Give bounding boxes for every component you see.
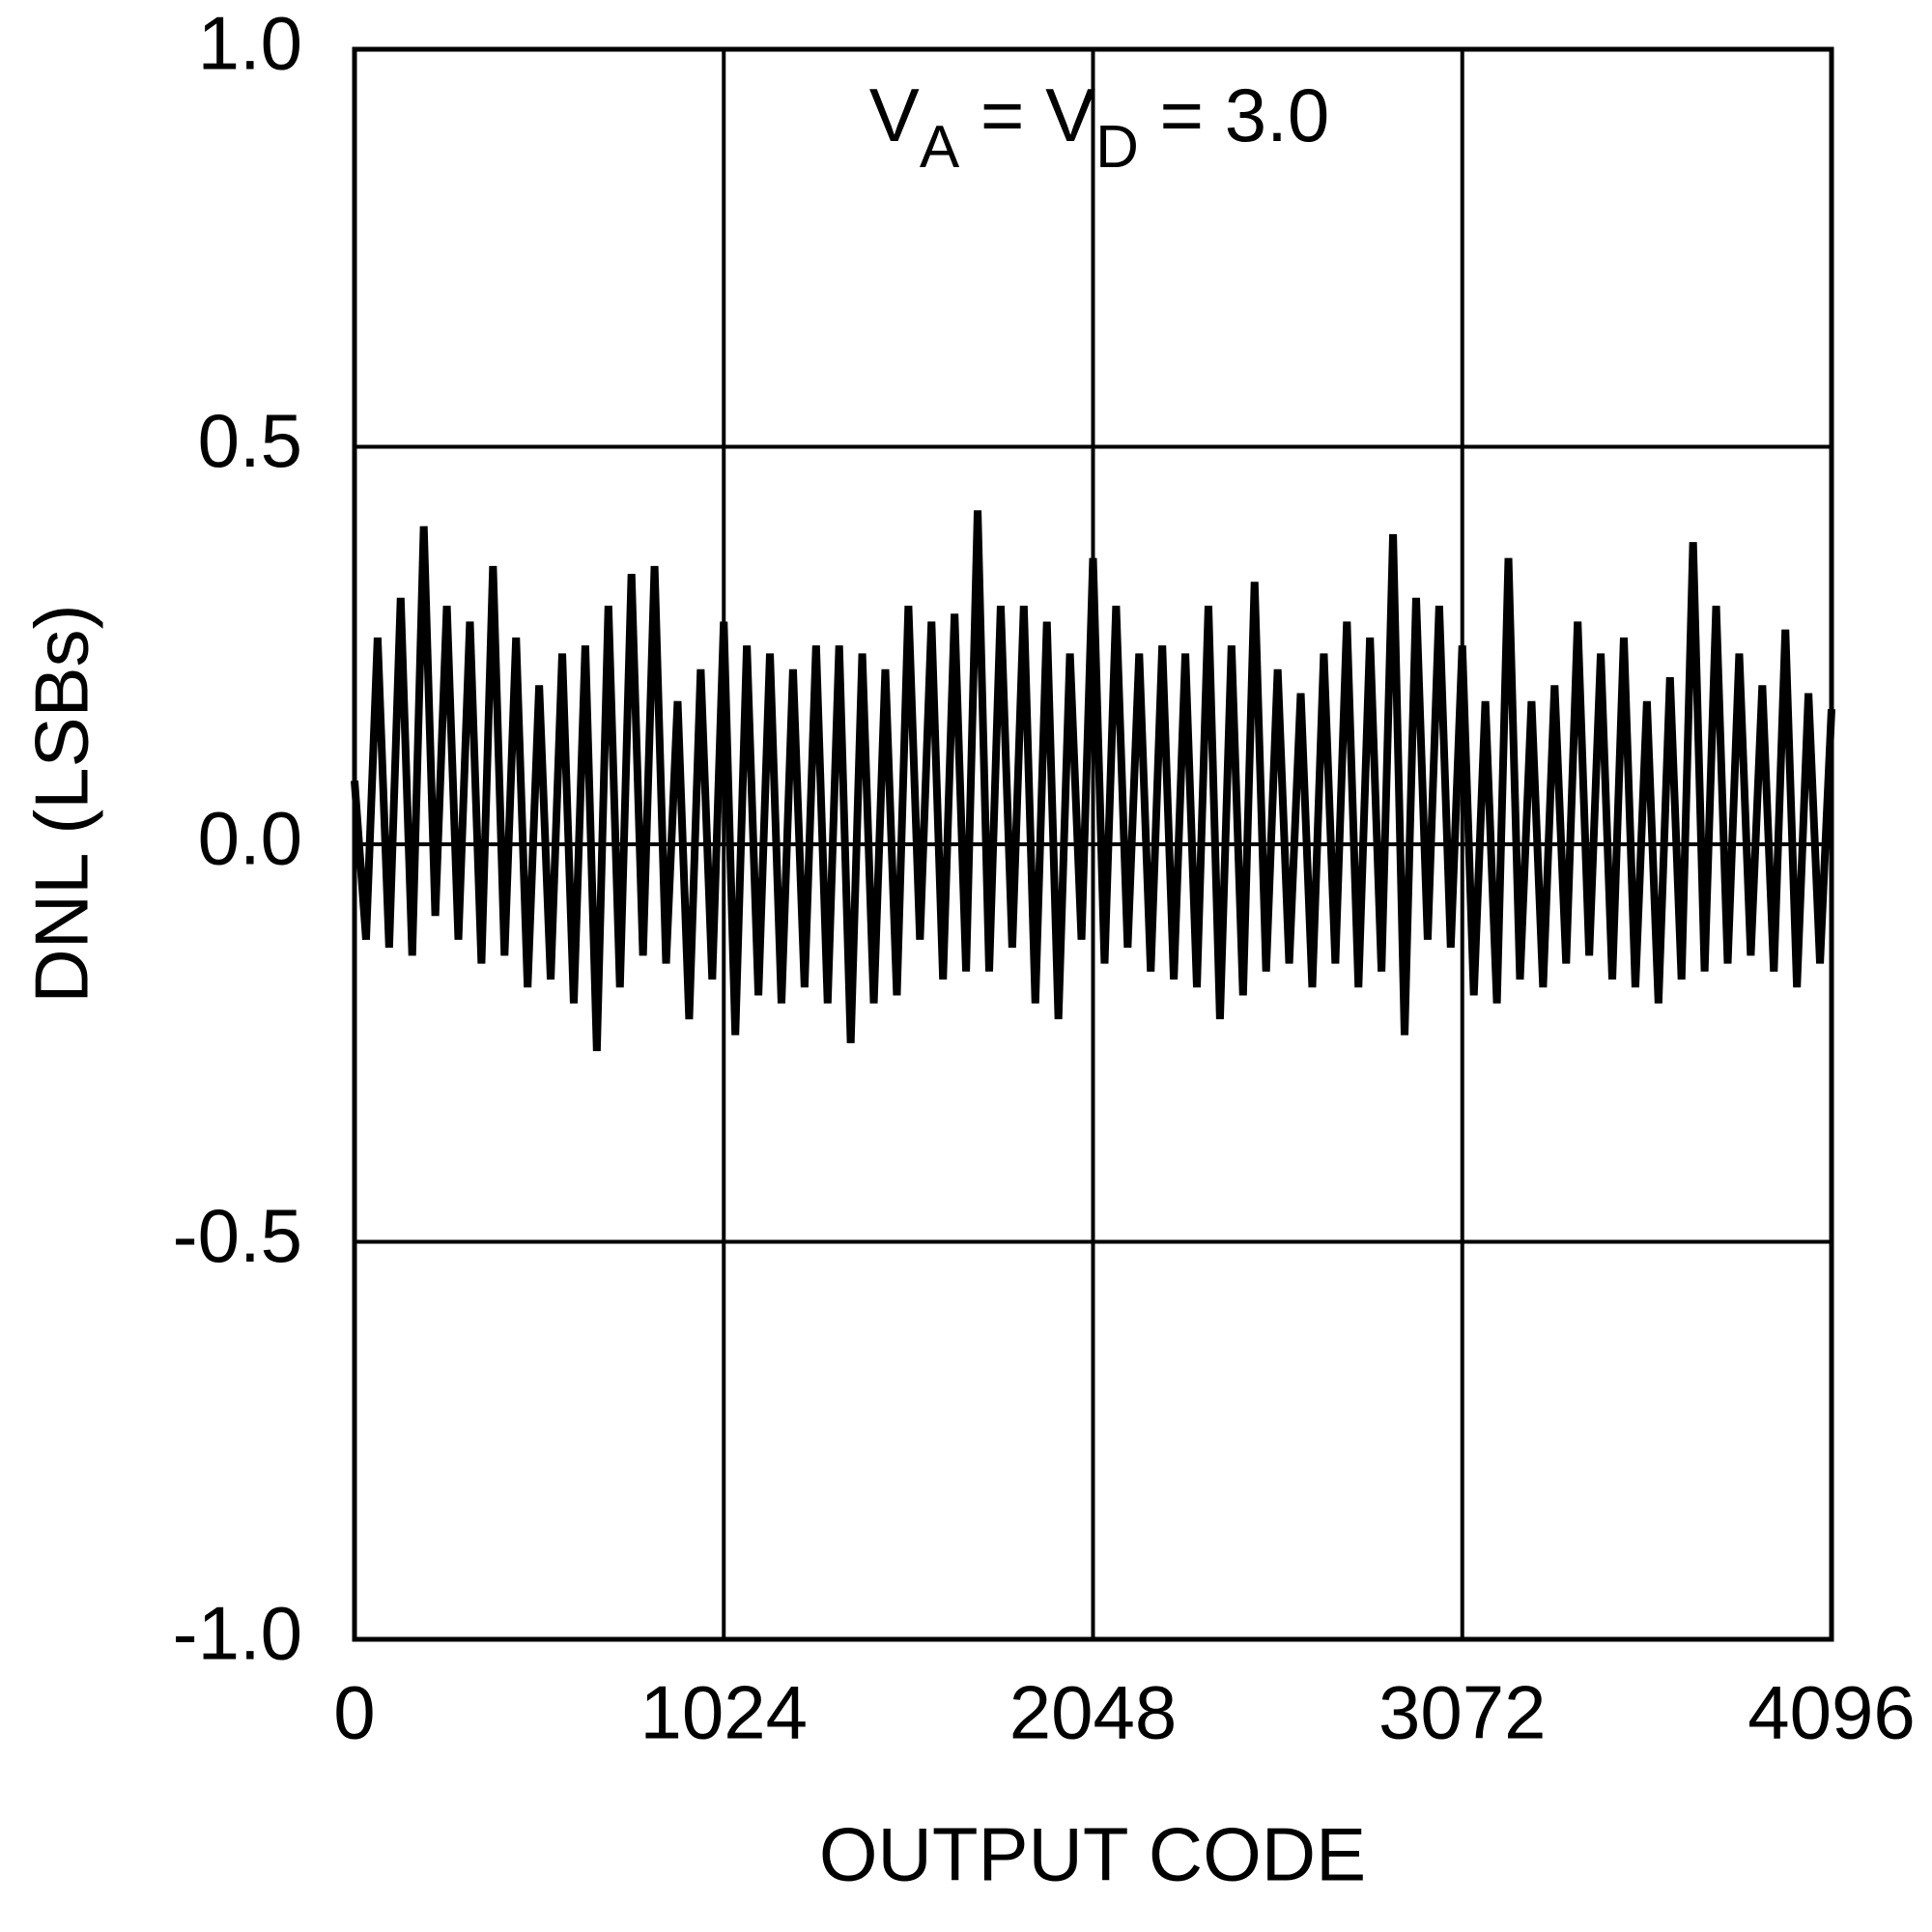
y-axis-title: DNL (LSBs) [19,604,104,1003]
x-tick-label: 2048 [1009,1670,1178,1755]
annotation-subscript: A [920,114,960,181]
annotation-part: = V [959,72,1095,157]
x-tick-label: 1024 [639,1670,808,1755]
annotation-part: = 3.0 [1139,72,1329,157]
plot-area [351,510,1835,1052]
y-tick-label: -1.0 [173,1591,302,1676]
y-tick-label: 0.5 [198,398,302,483]
annotation-part: V [869,72,920,157]
x-tick-label: 4096 [1747,1670,1916,1755]
y-tick-label: 0.0 [198,796,302,881]
x-axis-title: OUTPUT CODE [819,1812,1366,1897]
x-tick-label: 0 [333,1670,375,1755]
x-tick-label: 3072 [1378,1670,1547,1755]
annotation-subscript: D [1095,114,1139,181]
plot-frame [352,46,1834,1642]
annotation: VA = VD = 3.0 [869,72,1329,182]
data-line [351,510,1835,1052]
y-tick-label: -0.5 [173,1193,302,1278]
y-tick-label: 1.0 [198,1,302,86]
